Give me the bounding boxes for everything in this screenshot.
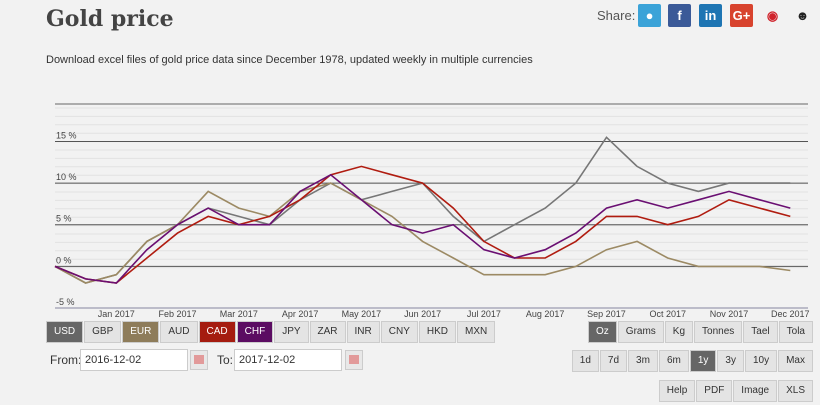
range-button[interactable]: 3m <box>628 350 658 372</box>
currency-button[interactable]: AUD <box>160 321 198 343</box>
x-tick-label: Jun 2017 <box>404 309 441 319</box>
range-button[interactable]: 10y <box>744 350 778 372</box>
unit-button[interactable]: Kg <box>664 321 694 343</box>
y-tick-label: 15 % <box>56 130 77 140</box>
googleplus-icon[interactable]: G+ <box>730 4 753 27</box>
currency-button[interactable]: INR <box>346 321 380 343</box>
calendar-icon[interactable] <box>190 350 208 370</box>
from-label: From: <box>50 353 82 367</box>
currency-button[interactable]: HKD <box>418 321 457 343</box>
currency-button[interactable]: EUR <box>122 321 160 343</box>
export-button[interactable]: Help <box>658 380 696 402</box>
to-date-input[interactable]: 2017-12-02 <box>234 349 342 371</box>
calendar-icon[interactable] <box>345 350 363 370</box>
page-title: Gold price <box>46 6 174 32</box>
series-line <box>54 173 791 284</box>
linkedin-icon[interactable]: in <box>699 4 722 27</box>
x-tick-label: Feb 2017 <box>159 309 197 319</box>
chart: -5 % 0 % 5 % 10 % 15 % Jan 2017 Feb 2017 Mar 20… <box>54 103 810 319</box>
export-button[interactable]: PDF <box>696 380 733 402</box>
range-button[interactable]: 1y <box>689 350 717 372</box>
x-tick-label: Dec 2017 <box>771 309 810 319</box>
twitter-icon[interactable]: ● <box>638 4 661 27</box>
unit-button[interactable]: Tonnes <box>694 321 743 343</box>
currency-button[interactable]: GBP <box>84 321 122 343</box>
currency-button[interactable]: ZAR <box>309 321 346 343</box>
subtitle: Download excel files of gold price data … <box>46 54 533 66</box>
unit-button[interactable]: Grams <box>617 321 664 343</box>
y-tick-label: -5 % <box>56 297 75 307</box>
currency-button[interactable]: CHF <box>236 321 274 343</box>
qq-icon[interactable]: ☻ <box>791 4 814 27</box>
y-tick-label: 0 % <box>56 255 72 265</box>
currency-button[interactable]: USD <box>46 321 84 343</box>
range-button[interactable]: 1d <box>571 350 599 372</box>
x-tick-label: Apr 2017 <box>282 309 319 319</box>
range-button[interactable]: Max <box>778 350 813 372</box>
x-tick-label: May 2017 <box>342 309 382 319</box>
x-tick-label: Oct 2017 <box>649 309 686 319</box>
currency-buttons: USD GBP EUR AUD CAD CHF JPY ZAR INR CNY … <box>46 321 496 343</box>
unit-button[interactable]: Tola <box>778 321 813 343</box>
weibo-icon[interactable]: ◉ <box>761 4 784 27</box>
y-tick-label: 10 % <box>56 172 77 182</box>
export-button[interactable]: Image <box>733 380 778 402</box>
x-tick-label: Jan 2017 <box>98 309 135 319</box>
x-tick-label: Aug 2017 <box>526 309 565 319</box>
x-tick-label: Jul 2017 <box>467 309 501 319</box>
range-buttons: 1d 7d 3m 6m 1y 3y 10y Max <box>571 350 813 372</box>
export-button[interactable]: XLS <box>778 380 813 402</box>
series-line <box>54 165 791 284</box>
range-button[interactable]: 3y <box>717 350 744 372</box>
currency-button[interactable]: CAD <box>198 321 236 343</box>
range-button[interactable]: 7d <box>599 350 628 372</box>
export-buttons: Help PDF Image XLS <box>658 380 813 402</box>
x-tick-label: Nov 2017 <box>710 309 749 319</box>
unit-buttons: Oz Grams Kg Tonnes Tael Tola <box>588 321 813 343</box>
from-date-input[interactable]: 2016-12-02 <box>80 349 188 371</box>
facebook-icon[interactable]: f <box>668 4 691 27</box>
x-tick-label: Sep 2017 <box>587 309 626 319</box>
x-tick-label: Mar 2017 <box>220 309 258 319</box>
y-tick-label: 5 % <box>56 214 72 224</box>
unit-button[interactable]: Oz <box>588 321 617 343</box>
currency-button[interactable]: CNY <box>380 321 418 343</box>
currency-button[interactable]: MXN <box>457 321 496 343</box>
range-button[interactable]: 6m <box>658 350 689 372</box>
share-label: Share: <box>597 8 636 23</box>
unit-button[interactable]: Tael <box>743 321 778 343</box>
to-label: To: <box>217 353 234 367</box>
currency-button[interactable]: JPY <box>274 321 309 343</box>
